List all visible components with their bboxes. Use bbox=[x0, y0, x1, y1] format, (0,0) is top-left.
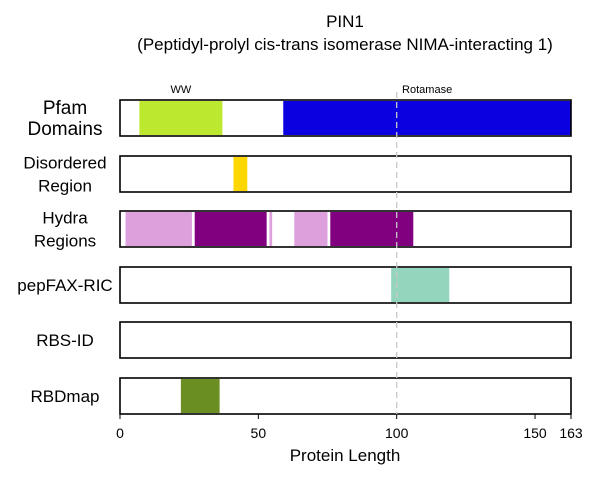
row-label: pepFAX-RIC bbox=[17, 276, 112, 295]
feature-row: Hydra Regions bbox=[34, 208, 572, 250]
row-label-line: Regions bbox=[34, 231, 96, 250]
row-border bbox=[119, 321, 572, 359]
row-label: RBDmap bbox=[31, 387, 100, 406]
feature-segment bbox=[139, 101, 223, 135]
feature-segment bbox=[233, 157, 248, 191]
row-label: Hydra Regions bbox=[34, 208, 96, 250]
row-border bbox=[119, 210, 572, 248]
row-label-line: Disordered bbox=[23, 153, 106, 172]
feature-segment bbox=[330, 212, 414, 246]
feature-segment bbox=[294, 212, 328, 246]
row-label-line: pepFAX-RIC bbox=[17, 276, 112, 295]
row-label-line: RBS-ID bbox=[36, 331, 94, 350]
row-label-line: Hydra bbox=[42, 208, 88, 227]
row-label-line: RBDmap bbox=[31, 387, 100, 406]
row-border bbox=[119, 155, 572, 193]
row-border bbox=[119, 377, 572, 415]
feature-row: pepFAX-RIC bbox=[17, 266, 572, 304]
feature-segment bbox=[194, 212, 267, 246]
feature-segment bbox=[180, 379, 220, 413]
row-track bbox=[120, 267, 571, 303]
row-label: Pfam Domains bbox=[28, 98, 103, 140]
x-tick-label: 0 bbox=[116, 425, 124, 441]
row-label-line: Region bbox=[38, 176, 92, 195]
row-label: Disordered Region bbox=[23, 153, 106, 195]
feature-rows: Pfam Domains Disordered Region Hydra Regions p… bbox=[17, 98, 572, 415]
domain-annotations: WW Rotamase bbox=[170, 84, 452, 96]
chart-subtitle: (Peptidyl-prolyl cis-trans isomerase NIM… bbox=[137, 35, 553, 54]
row-label-line: Pfam bbox=[43, 98, 87, 119]
feature-segment bbox=[125, 212, 192, 246]
feature-segment bbox=[283, 101, 571, 135]
feature-segment bbox=[269, 212, 273, 246]
x-tick-label: 163 bbox=[559, 425, 583, 441]
row-label: RBS-ID bbox=[36, 331, 94, 350]
x-tick-label: 100 bbox=[385, 425, 409, 441]
row-border bbox=[119, 99, 572, 137]
feature-row: Disordered Region bbox=[23, 153, 572, 195]
chart-title: PIN1 bbox=[326, 12, 364, 31]
domain-annotation: Rotamase bbox=[402, 84, 452, 96]
row-track bbox=[120, 156, 571, 192]
feature-row: RBS-ID bbox=[36, 321, 572, 359]
x-axis-label: Protein Length bbox=[290, 446, 401, 465]
row-label-line: Domains bbox=[28, 119, 103, 140]
domain-annotation: WW bbox=[170, 84, 191, 96]
feature-row: Pfam Domains bbox=[28, 98, 572, 140]
row-border bbox=[119, 266, 572, 304]
x-tick-label: 150 bbox=[523, 425, 547, 441]
feature-segment bbox=[391, 268, 450, 302]
x-axis: 0 50 100 150 163 bbox=[116, 414, 583, 441]
x-tick-label: 50 bbox=[251, 425, 267, 441]
feature-row: RBDmap bbox=[31, 377, 572, 415]
row-track bbox=[120, 322, 571, 358]
